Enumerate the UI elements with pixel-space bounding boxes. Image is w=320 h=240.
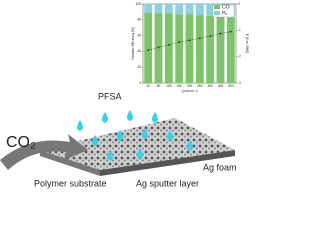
y-tick-label: 60 — [137, 33, 141, 37]
diagram: PFSA CO₂ Ag foam Polymer substrate Ag sp… — [0, 91, 237, 188]
bar — [144, 12, 153, 83]
x-tick-label: 10 — [146, 84, 150, 88]
y-axis-label: Faradaic Efficiency [%] — [131, 27, 135, 59]
bar — [175, 14, 184, 84]
x-tick-label: 200 — [187, 84, 193, 88]
x-tick-label: 250 — [197, 84, 203, 88]
bar — [164, 13, 173, 84]
point — [147, 49, 150, 51]
y2-tick-label: -1 — [238, 28, 241, 32]
bar — [154, 4, 163, 14]
point — [157, 46, 160, 49]
point — [219, 32, 222, 35]
slab-front — [100, 150, 235, 176]
slab-side — [40, 150, 100, 176]
bar — [226, 17, 235, 83]
legend-label: H₂ — [222, 10, 228, 16]
ag-foam — [40, 118, 235, 170]
point — [188, 39, 191, 42]
x-tick-label: 300 — [208, 84, 214, 88]
x-tick-label: 50 — [157, 84, 161, 88]
bar — [185, 14, 194, 84]
y-tick-label: 80 — [137, 18, 141, 22]
y2-tick-label: -3 — [238, 81, 241, 85]
legend-swatch — [214, 5, 220, 9]
y2-axis-label: E [V vs. RHE] — [245, 34, 249, 54]
figure: PFSA CO₂ Ag foam Polymer substrate Ag sp… — [0, 2, 249, 188]
point — [209, 35, 212, 38]
legend-label: CO — [222, 4, 230, 10]
point — [229, 30, 232, 33]
chart: 0 20 40 60 80 100 -3 -2 -1 0 10 50 100 150 200 250 300 40… — [131, 2, 249, 93]
pfsa-label: PFSA — [98, 91, 122, 101]
y-tick-label: 0 — [139, 81, 141, 85]
bar — [195, 4, 204, 16]
bar — [144, 4, 153, 13]
x-axis-label: j [mA cm⁻²] — [181, 89, 198, 93]
point — [178, 41, 181, 44]
line — [148, 31, 231, 51]
bar — [206, 4, 215, 16]
bar — [206, 15, 215, 84]
x-tick-label: 400 — [218, 84, 224, 88]
y-tick-label: 100 — [136, 2, 142, 6]
bar — [175, 4, 184, 15]
co2-label: CO₂ — [6, 134, 36, 151]
y2-tick-label: -2 — [238, 55, 241, 59]
x-tick-label: 150 — [177, 84, 183, 88]
bar — [185, 4, 194, 15]
drops — [77, 110, 193, 161]
sputter-label: Ag sputter layer — [136, 178, 199, 188]
y2-tick-label: 0 — [238, 2, 240, 6]
bar — [216, 16, 225, 83]
co2-arrow — [0, 134, 88, 170]
x-tick-label: 500 — [228, 84, 234, 88]
ag-foam-label: Ag foam — [203, 162, 237, 172]
y-tick-label: 20 — [137, 65, 141, 69]
bar — [195, 15, 204, 84]
x-tick-label: 100 — [166, 84, 172, 88]
bar — [164, 4, 173, 14]
legend-swatch — [214, 11, 220, 15]
point — [198, 37, 201, 40]
point — [167, 43, 170, 46]
y-tick-label: 40 — [137, 49, 141, 53]
polymer-label: Polymer substrate — [34, 178, 107, 188]
